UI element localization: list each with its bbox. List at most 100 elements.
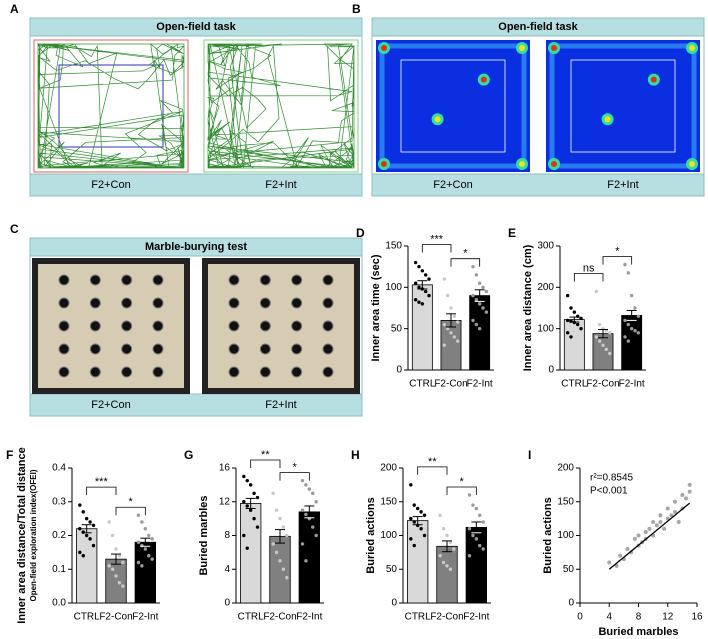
data-point: [245, 478, 249, 483]
marble: [58, 343, 70, 355]
data-point: [140, 564, 144, 568]
fit-line: [608, 502, 691, 570]
data-point: [242, 474, 246, 479]
marble: [322, 297, 334, 309]
data-point: [413, 281, 418, 285]
data-point: [477, 302, 482, 306]
data-point: [110, 567, 115, 571]
data-point: [626, 322, 631, 327]
significance-label: *: [615, 246, 620, 258]
data-point: [623, 335, 627, 339]
image-caption: F2+Int: [607, 179, 639, 191]
data-point: [633, 306, 637, 310]
data-point: [569, 335, 573, 339]
marble: [89, 274, 101, 286]
caption-bar: [29, 173, 363, 197]
data-point: [474, 506, 479, 511]
data-point: [248, 508, 253, 512]
significance-label: *: [293, 462, 298, 474]
significance-label: *: [463, 248, 468, 260]
data-point: [658, 513, 663, 518]
data-point: [452, 335, 457, 339]
marble: [152, 274, 164, 286]
y-tick-label: 0.3: [52, 496, 66, 507]
image: [376, 40, 530, 172]
data-point: [597, 322, 602, 327]
significance-label: *: [129, 496, 134, 508]
data-point: [579, 326, 583, 331]
data-point: [565, 331, 570, 335]
marble: [152, 297, 164, 309]
significance-label: *: [460, 476, 465, 488]
data-point: [481, 520, 485, 524]
y-tick-label: 0: [548, 365, 554, 376]
image-caption: F2+Con: [433, 179, 472, 191]
data-point: [481, 306, 485, 310]
y-tick-label: 200: [557, 463, 574, 474]
marble: [152, 366, 164, 378]
data-point: [136, 560, 141, 565]
data-point: [629, 293, 634, 298]
data-point: [477, 326, 482, 331]
data-point: [626, 339, 631, 343]
y-axis-label: Inner area distance (cm): [522, 244, 534, 371]
heatmap: [546, 40, 700, 172]
y-axis-sublabel: Open-field exploration index(OFEI): [29, 469, 38, 601]
data-point: [409, 516, 413, 521]
hotspot: [381, 45, 387, 51]
marble: [291, 297, 303, 309]
data-point: [607, 351, 612, 356]
data-point: [245, 504, 249, 508]
y-tick-label: 0.2: [52, 530, 66, 541]
data-point: [274, 550, 279, 555]
data-point: [455, 339, 460, 343]
panel-letter: I: [528, 448, 531, 462]
data-point: [662, 526, 667, 531]
data-point: [633, 329, 637, 333]
marble: [121, 366, 133, 378]
data-point: [274, 508, 279, 512]
data-point: [449, 331, 453, 335]
heatmap: [376, 40, 530, 172]
significance-label: ***: [430, 233, 444, 245]
data-point: [575, 322, 580, 327]
data-point: [121, 560, 125, 565]
data-point: [304, 483, 308, 487]
data-point: [626, 271, 631, 275]
marble: [291, 343, 303, 355]
data-point: [474, 298, 479, 302]
data-point: [601, 343, 605, 347]
data-point: [412, 503, 416, 507]
data-point: [471, 533, 475, 538]
data-point: [91, 543, 96, 548]
data-point: [658, 520, 663, 524]
data-point: [271, 542, 275, 546]
data-point: [647, 526, 652, 531]
data-point: [565, 293, 570, 298]
title-bar: [29, 237, 363, 257]
panel-title: Open-field task: [498, 21, 578, 33]
significance-bracket: [446, 486, 477, 495]
hotspot: [689, 161, 695, 167]
bar: [239, 503, 262, 604]
data-point: [423, 289, 428, 294]
data-point: [449, 306, 453, 310]
bar: [269, 535, 291, 604]
bar: [298, 511, 321, 604]
data-point: [478, 543, 482, 548]
data-point: [569, 306, 573, 310]
data-point: [676, 520, 681, 524]
data-point: [665, 506, 670, 511]
marble: [58, 366, 70, 378]
y-tick-label: 12: [219, 496, 231, 507]
data-point: [281, 525, 286, 529]
y-axis-label: Buried actions: [365, 497, 377, 573]
data-point: [255, 525, 260, 529]
image-caption: F2+Con: [91, 179, 130, 191]
data-point: [278, 516, 282, 521]
hotspot: [434, 116, 441, 123]
data-point: [88, 537, 92, 541]
significance-bracket: [421, 244, 452, 253]
panel-letter: B: [352, 2, 361, 16]
